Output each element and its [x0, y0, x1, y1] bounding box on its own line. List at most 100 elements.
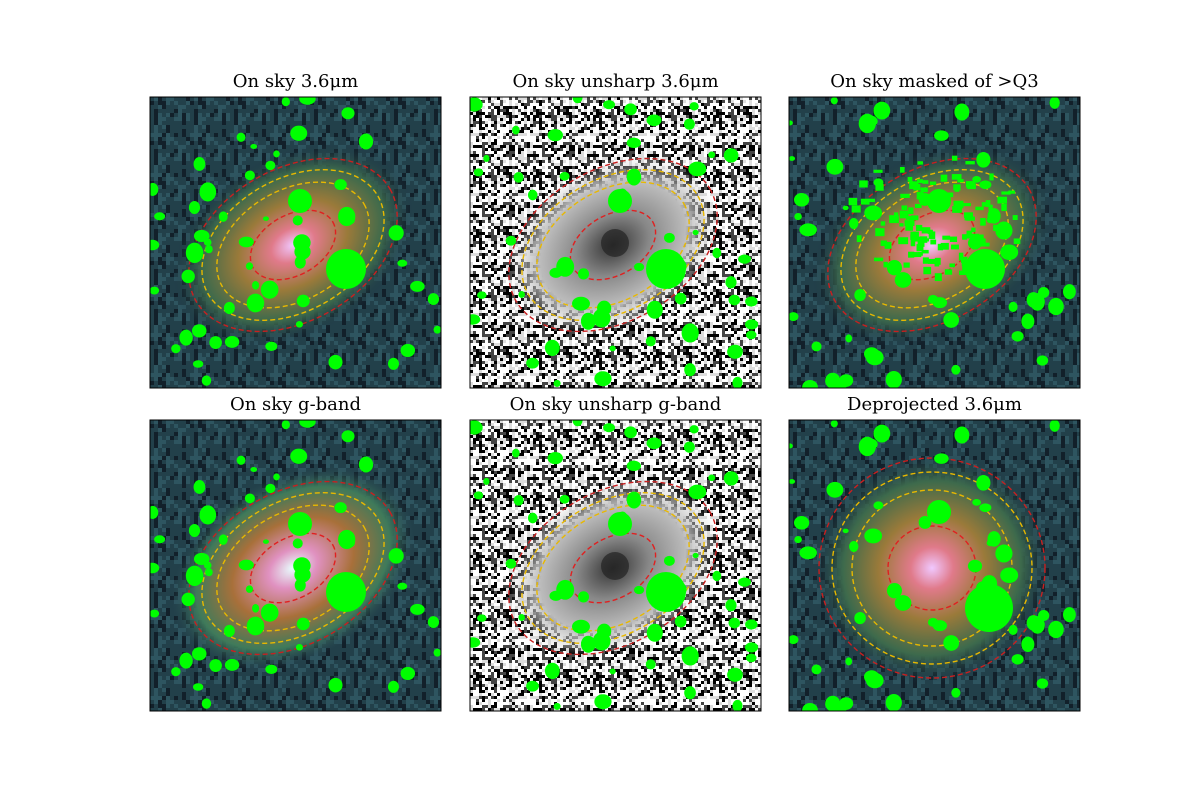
- mask: [940, 242, 949, 250]
- mask: [1062, 284, 1076, 300]
- mask: [929, 232, 935, 239]
- mask: [1008, 301, 1018, 313]
- mask: [236, 132, 246, 142]
- mask: [433, 648, 441, 657]
- mask: [789, 635, 799, 645]
- mask: [265, 664, 278, 674]
- mask: [954, 186, 960, 192]
- mask: [1013, 238, 1021, 245]
- mask: [572, 296, 590, 311]
- mask: [725, 276, 737, 289]
- mask: [400, 343, 416, 357]
- mask: [921, 249, 929, 254]
- panel-title: On sky g-band: [230, 394, 361, 415]
- mask: [246, 616, 265, 636]
- mask: [929, 181, 937, 185]
- mask: [688, 161, 707, 177]
- mask: [505, 558, 517, 569]
- mask: [609, 345, 616, 352]
- mask: [663, 232, 675, 243]
- mask: [185, 242, 204, 264]
- mask: [626, 460, 642, 472]
- mask: [388, 225, 404, 241]
- isophote-ellipse: [201, 169, 385, 321]
- mask: [744, 642, 759, 653]
- mask: [296, 617, 310, 631]
- mask: [288, 189, 312, 213]
- mask: [553, 702, 561, 710]
- mask: [977, 234, 984, 241]
- mask: [646, 114, 662, 126]
- galaxy-core: [601, 229, 629, 257]
- mask: [580, 312, 596, 330]
- galaxy-core: [601, 552, 629, 580]
- mask: [527, 512, 538, 524]
- panel-title: On sky unsharp g-band: [510, 394, 722, 415]
- mask: [864, 528, 883, 544]
- mask: [979, 180, 992, 190]
- mask: [218, 534, 228, 545]
- mask: [869, 198, 875, 203]
- mask: [245, 262, 254, 270]
- mask: [427, 616, 440, 629]
- mask: [745, 296, 758, 307]
- mask: [633, 262, 645, 272]
- mask: [594, 694, 612, 710]
- mask: [885, 694, 902, 711]
- mask: [692, 229, 699, 236]
- mask: [732, 699, 743, 711]
- mask: [954, 103, 970, 121]
- mask: [513, 494, 524, 506]
- mask: [937, 243, 944, 251]
- panel-frame: [469, 419, 762, 712]
- mask: [903, 262, 910, 268]
- mask: [789, 443, 793, 449]
- mask: [244, 493, 255, 504]
- mask: [856, 235, 862, 243]
- mask: [958, 270, 969, 275]
- mask: [223, 624, 235, 638]
- mask: [898, 237, 909, 245]
- mask: [245, 585, 254, 593]
- mask: [559, 494, 570, 504]
- mask: [199, 505, 217, 525]
- mask: [334, 179, 347, 191]
- mask: [854, 289, 866, 302]
- mask: [883, 261, 888, 268]
- isophote-ellipse: [249, 209, 337, 281]
- mask: [985, 200, 991, 208]
- mask: [388, 357, 399, 370]
- mask: [802, 379, 818, 388]
- mask: [512, 125, 520, 135]
- mask: [192, 683, 204, 691]
- mask: [328, 677, 343, 693]
- mask: [526, 357, 539, 369]
- mask: [293, 234, 311, 251]
- mask: [688, 484, 707, 500]
- mask: [914, 203, 922, 209]
- mask: [951, 244, 959, 250]
- mask: [544, 339, 560, 357]
- mask: [953, 200, 964, 209]
- mask: [961, 261, 967, 267]
- mask: [802, 702, 818, 711]
- mask: [901, 205, 908, 210]
- mask: [262, 539, 269, 544]
- mask: [794, 536, 802, 544]
- mask: [674, 292, 687, 305]
- mask: [942, 235, 951, 240]
- mask: [473, 491, 484, 500]
- mask: [483, 477, 490, 486]
- mask: [1049, 97, 1060, 109]
- mask: [745, 330, 757, 340]
- mask: [188, 523, 201, 538]
- mask: [723, 148, 739, 163]
- mask: [470, 420, 483, 435]
- mask: [193, 480, 206, 494]
- mask: [997, 196, 1008, 204]
- mask: [934, 273, 942, 282]
- mask: [793, 192, 810, 207]
- mask: [1001, 191, 1011, 195]
- mask: [988, 204, 993, 211]
- mask: [738, 577, 752, 587]
